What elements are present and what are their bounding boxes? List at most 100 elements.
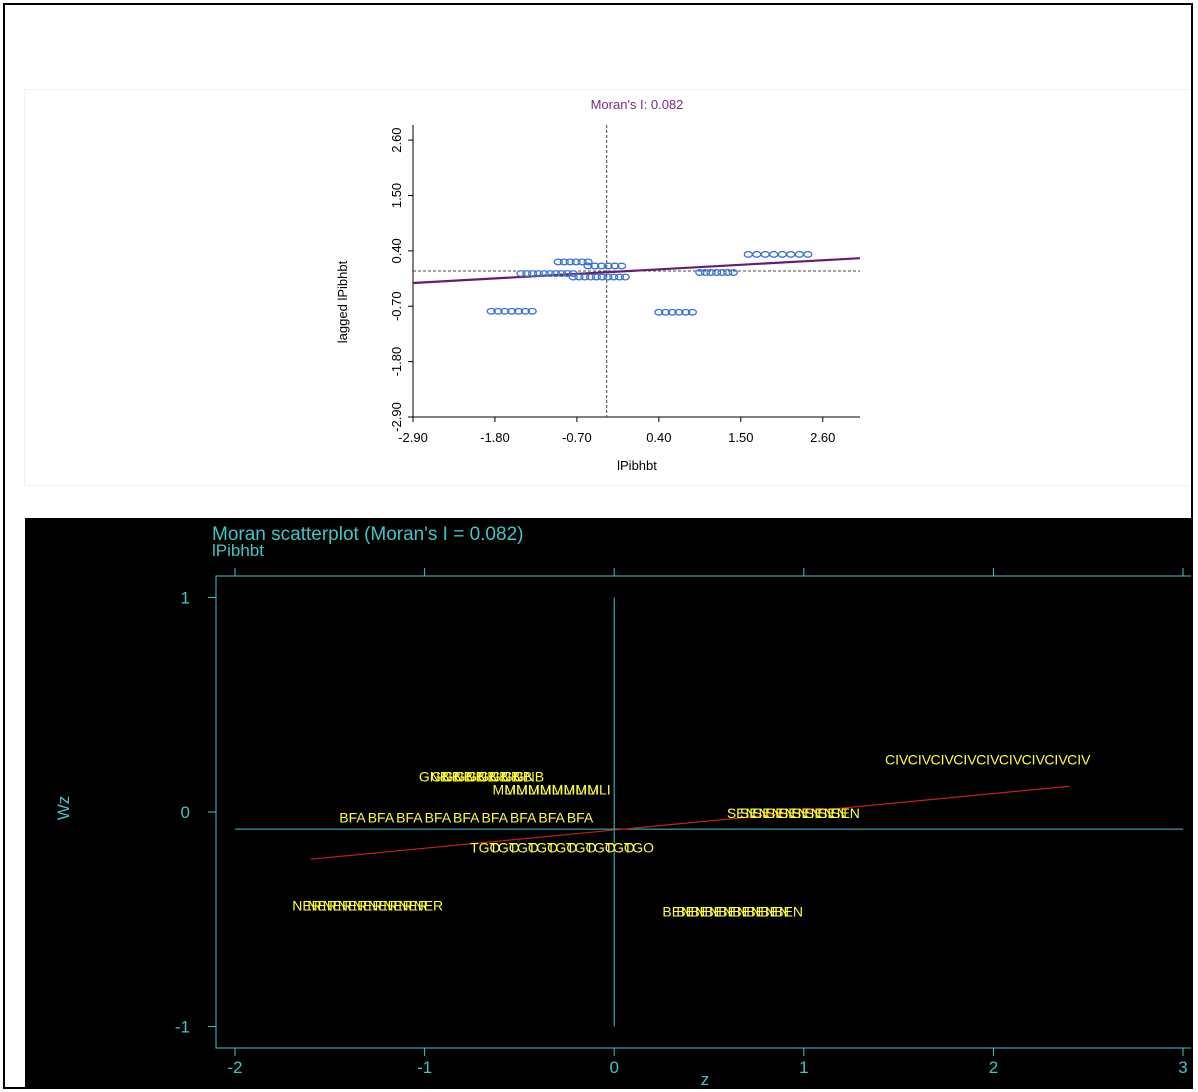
chart2-point-label: MLI [504,781,527,797]
chart1-point [545,270,555,277]
chart2-point-label: NER [307,897,337,913]
chart1-y-tick-label: -2.90 [389,402,404,432]
chart1-point [583,262,593,270]
chart2-point-label: SEN [779,805,808,821]
chart1-point [500,307,510,315]
chart2-title: Moran scatterplot (Moran's I = 0.082) [212,524,523,545]
chart1-y-tick-label: -0.70 [389,291,404,321]
chart2-point-label: BFA [453,809,480,825]
chart2-point-label: NER [353,897,383,913]
chart1-point [577,258,587,266]
chart2-point-label: MLI [576,781,599,797]
chart1-point [597,273,607,281]
chart2-point-label: MLI [552,781,575,797]
chart1-point [507,307,517,315]
chart2-x-tick-label: 0 [609,1058,618,1077]
chart2-point-label: MLI [528,781,551,797]
chart2-subtitle: lPibhbt [212,541,264,560]
chart1-point [616,262,627,270]
chart1-point [596,262,607,270]
chart2-point-label: BEN [760,904,789,920]
chart2-xlabel: z [701,1070,710,1089]
chart1-point [706,269,716,276]
moran-scatterplot-panel: Moran scatterplot (Moran's I = 0.082) lP… [25,518,1191,1089]
chart2-point-label: BFA [482,809,509,825]
chart1-point [590,262,600,270]
chart2-point-label: CIV [1022,751,1046,767]
chart2-point-label: CIV [999,751,1023,767]
chart1-point [723,269,733,276]
chart1-point [562,270,573,277]
chart1-point [556,270,567,277]
chart2-point-label: TGO [508,839,538,855]
chart1-point [717,269,727,276]
chart2-point-label: GNB [490,769,520,785]
chart2-point-label: NER [338,897,368,913]
chart2-point-label: BFA [510,809,537,825]
chart2-axes: -2 -1 0 1 2 3 -1 0 1 [175,568,1191,1077]
chart1-point [760,250,770,258]
chart2-x-tick-label: 3 [1178,1058,1187,1077]
chart2-point-label: MLI [540,781,563,797]
chart1-points [486,250,813,316]
chart1-point [695,269,705,276]
chart2-point-label: CIV [976,751,1000,767]
chart2-point-label: CIV [1067,751,1091,767]
chart2-point-label: GNB [514,769,544,785]
chart1-point [553,258,563,266]
chart1-y-tick-label: 1.50 [389,183,404,208]
chart1-point [609,273,619,281]
chart2-point-label: NER [383,897,413,913]
chart1-point [700,269,711,276]
chart1-point [711,269,722,276]
chart1-point [794,250,804,258]
chart1-x-tick-label: 2.60 [810,430,835,445]
chart1-point [486,307,496,315]
chart2-point-label: GNB [443,769,473,785]
chart2-point-label: CIV [931,751,955,767]
chart1-y-tick-label: -1.80 [389,347,404,377]
moran-plot-chart: Moran's I: 0.082 lPibhbt lagged lPibhbt … [335,97,861,473]
chart2-point-label: SEN [818,805,847,821]
chart1-point [559,258,569,266]
chart2-point-label: TGO [528,839,558,855]
chart1-point [777,250,787,258]
chart1-x-tick-label: 0.40 [646,430,671,445]
chart2-x-tick-label: -2 [227,1058,242,1077]
chart1-point [803,250,813,258]
chart2-point-label: BEN [718,904,747,920]
chart1-point [520,307,531,315]
chart1-point [603,262,613,270]
chart1-point [687,308,698,316]
chart1-point [620,273,630,281]
chart2-point-label: BEN [732,904,761,920]
chart2-point-label: SEN [753,805,782,821]
chart1-point [583,258,593,266]
chart2-point-label: GNB [478,769,508,785]
chart1-x-tick-label: -2.90 [398,430,428,445]
chart1-point [591,273,602,281]
chart1-x-tick-label: -1.80 [480,430,510,445]
chart2-y-tick-label: 1 [181,588,190,607]
chart1-x-tick-label: 1.50 [728,430,753,445]
chart2-x-tick-label: -1 [417,1058,432,1077]
chart2-point-label: MLI [564,781,587,797]
chart1-x-tick-label: -0.70 [562,430,592,445]
chart1-point [654,308,664,316]
chart2-point-label: BFA [339,809,366,825]
chart2-point-label: SEN [792,805,821,821]
chart1-ylabel: lagged lPibhbt [335,260,350,343]
chart1-point [580,273,590,281]
chart2-point-label: GNB [454,769,484,785]
chart1-point [527,270,538,277]
chart2-point-label: GNB [466,769,496,785]
chart2-point-label: BFA [538,809,565,825]
chart2-point-label: BEN [774,904,803,920]
chart2-point-label: CIV [885,751,909,767]
chart2-point-label: TGO [585,839,615,855]
figure-frame: Moran's I: 0.082 lPibhbt lagged lPibhbt … [3,3,1193,1089]
chart1-point [568,270,578,277]
chart1-point [571,258,581,266]
chart2-point-label: NER [414,897,444,913]
chart1-point [786,250,796,258]
